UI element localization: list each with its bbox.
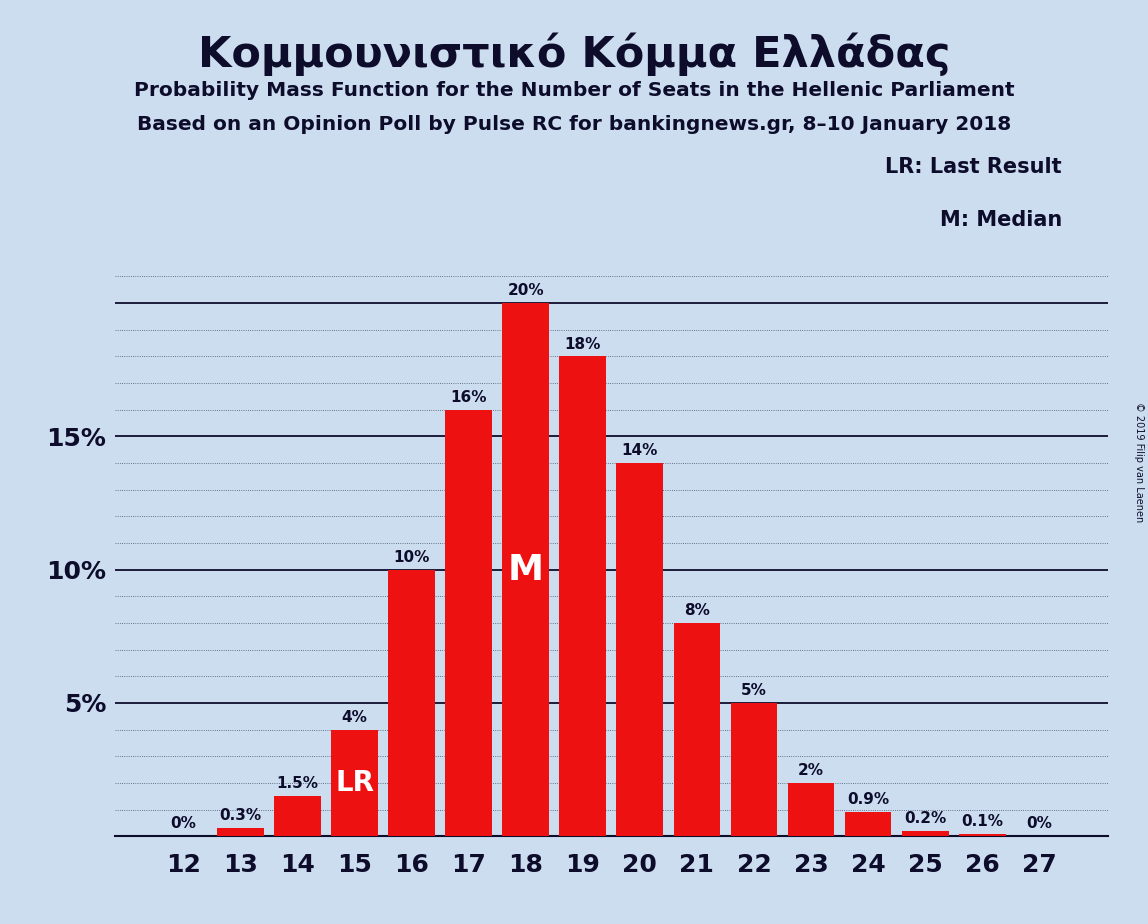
Bar xyxy=(445,409,492,836)
Text: 0.9%: 0.9% xyxy=(847,793,890,808)
Text: M: M xyxy=(507,553,544,587)
Bar xyxy=(217,828,264,836)
Text: 14%: 14% xyxy=(622,444,658,458)
Text: 4%: 4% xyxy=(342,710,367,724)
Bar xyxy=(788,783,835,836)
Text: LR: LR xyxy=(335,769,374,796)
Text: 0.1%: 0.1% xyxy=(961,814,1003,829)
Text: 0%: 0% xyxy=(170,817,196,832)
Text: 0.3%: 0.3% xyxy=(219,808,262,823)
Text: Κομμουνιστικό Κόμμα Ελλάδας: Κομμουνιστικό Κόμμα Ελλάδας xyxy=(197,32,951,76)
Bar xyxy=(674,623,720,836)
Bar xyxy=(274,796,320,836)
Text: 1.5%: 1.5% xyxy=(277,776,318,792)
Bar xyxy=(845,812,892,836)
Bar xyxy=(902,831,948,836)
Text: 20%: 20% xyxy=(507,284,544,298)
Text: 16%: 16% xyxy=(450,390,487,405)
Bar xyxy=(959,833,1006,836)
Text: 0%: 0% xyxy=(1026,817,1053,832)
Bar xyxy=(331,730,378,836)
Bar xyxy=(559,357,606,836)
Text: M: Median: M: Median xyxy=(940,210,1062,230)
Text: 5%: 5% xyxy=(740,683,767,699)
Text: 10%: 10% xyxy=(394,550,429,565)
Bar xyxy=(616,463,664,836)
Text: © 2019 Filip van Laenen: © 2019 Filip van Laenen xyxy=(1134,402,1143,522)
Bar xyxy=(388,570,435,836)
Text: Based on an Opinion Poll by Pulse RC for bankingnews.gr, 8–10 January 2018: Based on an Opinion Poll by Pulse RC for… xyxy=(137,115,1011,134)
Text: 18%: 18% xyxy=(565,336,600,352)
Text: LR: Last Result: LR: Last Result xyxy=(885,156,1062,176)
Bar xyxy=(503,303,549,836)
Text: 8%: 8% xyxy=(684,603,709,618)
Bar xyxy=(730,703,777,836)
Text: 2%: 2% xyxy=(798,763,824,778)
Text: 0.2%: 0.2% xyxy=(903,811,946,826)
Text: Probability Mass Function for the Number of Seats in the Hellenic Parliament: Probability Mass Function for the Number… xyxy=(133,81,1015,101)
